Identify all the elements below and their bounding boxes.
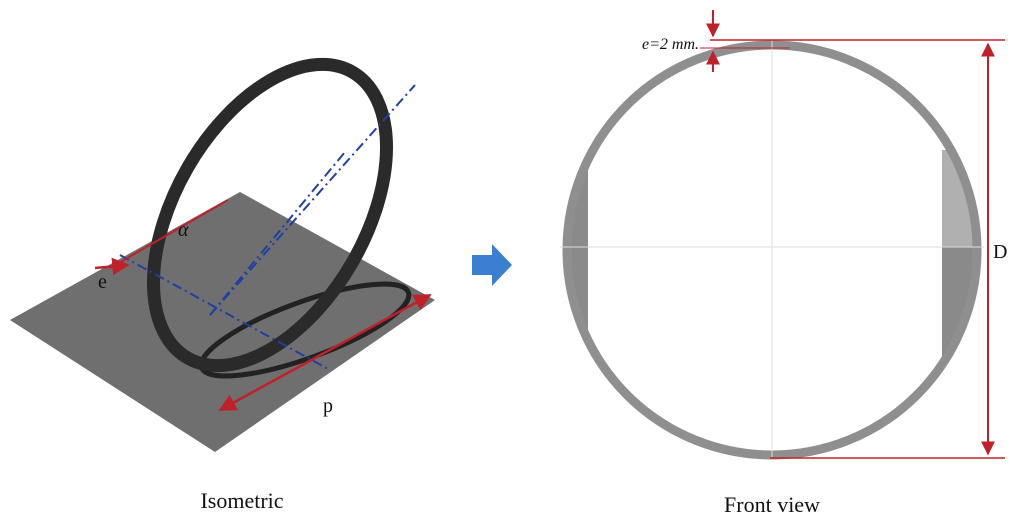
- p-label: p: [323, 395, 333, 417]
- diameter-label: D: [993, 241, 1007, 263]
- thickness-label: e=2 mm.: [642, 36, 699, 53]
- isometric-drawing: α e p: [10, 25, 435, 452]
- caption: Isometric: [200, 488, 283, 513]
- front-view-drawing: e=2 mm. D: [560, 10, 1007, 460]
- caption: Front view: [724, 492, 820, 517]
- figure: α e p e=2 mm. D Isometric Front view: [0, 0, 1011, 524]
- e-label: e: [98, 271, 107, 293]
- alpha-label: α: [178, 219, 189, 241]
- transition-arrow: [472, 244, 512, 286]
